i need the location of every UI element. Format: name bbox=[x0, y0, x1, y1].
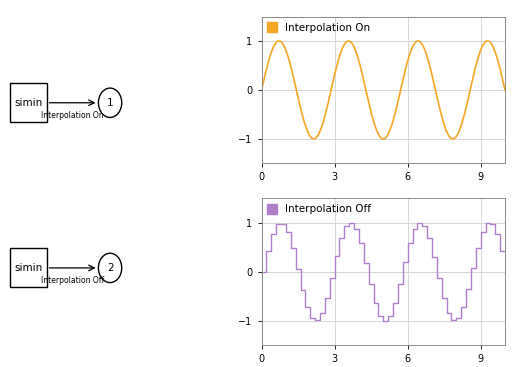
Text: simin: simin bbox=[15, 98, 42, 108]
Text: 1: 1 bbox=[107, 98, 113, 108]
Ellipse shape bbox=[98, 253, 122, 283]
Text: simin: simin bbox=[15, 263, 42, 273]
Text: Interpolation Off: Interpolation Off bbox=[41, 276, 104, 285]
FancyBboxPatch shape bbox=[9, 83, 48, 122]
FancyBboxPatch shape bbox=[9, 248, 48, 287]
Legend: Interpolation On: Interpolation On bbox=[264, 19, 374, 37]
Text: 2: 2 bbox=[107, 263, 113, 273]
Text: Interpolation On: Interpolation On bbox=[41, 111, 104, 120]
Ellipse shape bbox=[98, 88, 122, 117]
Legend: Interpolation Off: Interpolation Off bbox=[264, 200, 375, 219]
